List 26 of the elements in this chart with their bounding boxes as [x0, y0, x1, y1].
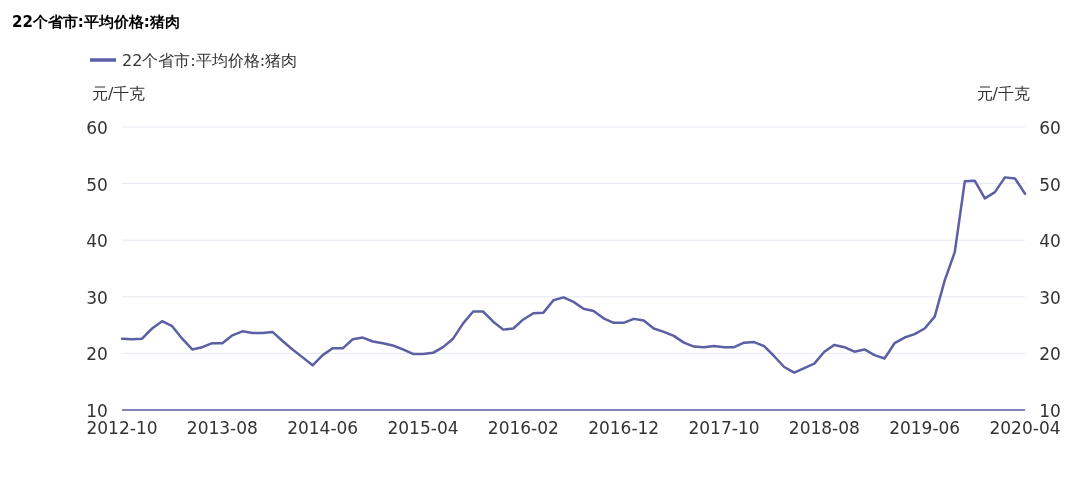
y-tick-label: 40 [86, 231, 108, 252]
y2-tick-label: 20 [1039, 344, 1061, 365]
x-tick-label: 2013-08 [186, 418, 258, 438]
x-tick-label: 2016-02 [487, 418, 559, 438]
x-tick-label: 2020-04 [989, 418, 1061, 438]
x-tick-label: 2019-06 [889, 418, 961, 438]
y-tick-label: 20 [86, 344, 108, 365]
legend-label: 22个省市:平均价格:猪肉 [122, 51, 298, 70]
chart-title: 22个省市:平均价格:猪肉 [12, 13, 180, 31]
y-tick-label: 30 [86, 287, 108, 308]
x-tick-label: 2016-12 [588, 418, 660, 438]
y2-axis-title: 元/千克 [976, 84, 1030, 103]
y2-tick-label: 50 [1039, 174, 1061, 195]
y2-tick-label: 30 [1039, 287, 1061, 308]
y2-tick-label: 40 [1039, 231, 1061, 252]
y-tick-label: 50 [86, 174, 108, 195]
x-tick-label: 2018-08 [788, 418, 860, 438]
y-tick-label: 10 [86, 401, 108, 421]
y2-tick-label: 60 [1039, 118, 1061, 138]
x-tick-label: 2012-10 [86, 418, 158, 438]
x-tick-label: 2017-10 [688, 418, 760, 438]
y-tick-label: 60 [86, 118, 108, 138]
x-tick-label: 2015-04 [387, 418, 459, 438]
y-axis-title: 元/千克 [92, 84, 146, 103]
x-tick-label: 2014-06 [287, 418, 359, 438]
y2-tick-label: 10 [1039, 401, 1061, 421]
